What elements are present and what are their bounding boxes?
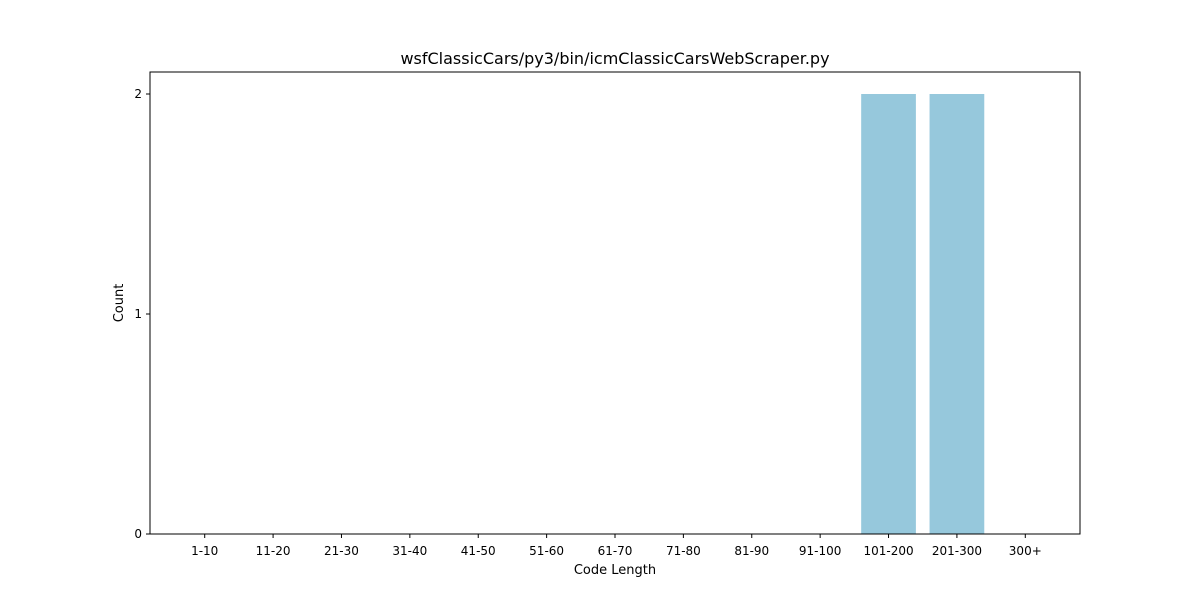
x-tick-label: 101-200 (863, 544, 913, 558)
y-tick-label: 0 (134, 527, 142, 541)
x-tick-label: 31-40 (392, 544, 427, 558)
x-axis: 1-10 11-20 21-30 31-40 41-50 51-60 61-70 71-80 8… (191, 534, 1042, 558)
x-tick-label: 71-80 (666, 544, 701, 558)
bar-101-200 (861, 94, 916, 534)
x-tick-label: 201-300 (932, 544, 982, 558)
y-tick-label: 2 (134, 87, 142, 101)
y-axis-label: Count (112, 284, 127, 323)
x-tick-label: 91-100 (799, 544, 842, 558)
y-axis: 0 1 2 (134, 87, 150, 541)
bar-201-300 (929, 94, 985, 534)
x-tick-label: 300+ (1009, 544, 1042, 558)
x-tick-label: 1-10 (191, 544, 218, 558)
x-axis-label: Code Length (574, 563, 656, 578)
x-tick-label: 81-90 (734, 544, 769, 558)
bars-layer (861, 94, 985, 534)
x-tick-label: 51-60 (529, 544, 564, 558)
y-tick-label: 1 (134, 307, 142, 321)
x-tick-label: 61-70 (598, 544, 633, 558)
x-tick-label: 21-30 (324, 544, 359, 558)
chart-title: wsfClassicCars/py3/bin/icmClassicCarsWeb… (400, 49, 829, 68)
x-tick-label: 11-20 (256, 544, 291, 558)
x-tick-label: 41-50 (461, 544, 496, 558)
